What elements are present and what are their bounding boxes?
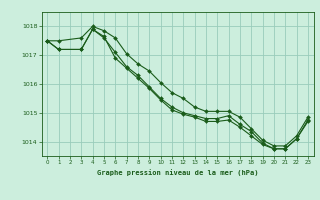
- X-axis label: Graphe pression niveau de la mer (hPa): Graphe pression niveau de la mer (hPa): [97, 169, 258, 176]
